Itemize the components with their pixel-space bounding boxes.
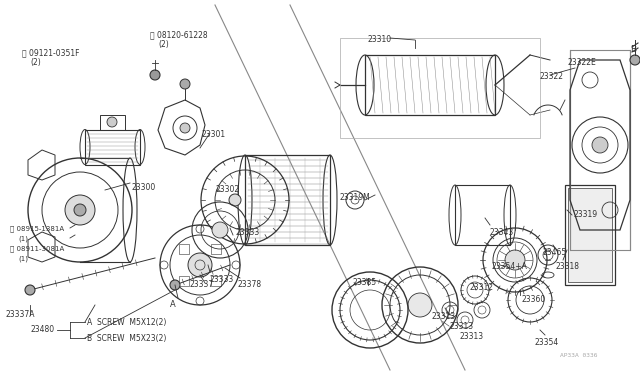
Bar bbox=[455, 185, 510, 245]
Circle shape bbox=[630, 55, 640, 65]
Text: 23354+A: 23354+A bbox=[492, 262, 528, 271]
Bar bbox=[570, 50, 630, 250]
Bar bbox=[179, 244, 189, 254]
Text: 23343: 23343 bbox=[490, 228, 515, 237]
Text: AP33A 0336: AP33A 0336 bbox=[560, 353, 598, 358]
Circle shape bbox=[107, 117, 117, 127]
Text: 23310: 23310 bbox=[368, 35, 392, 44]
Text: A  SCREW  M5X12(2): A SCREW M5X12(2) bbox=[87, 317, 166, 327]
Text: 23480: 23480 bbox=[30, 326, 54, 334]
Circle shape bbox=[74, 204, 86, 216]
Text: 23318: 23318 bbox=[556, 262, 580, 271]
Bar bbox=[85, 130, 140, 165]
Text: A: A bbox=[170, 300, 176, 309]
Circle shape bbox=[65, 195, 95, 225]
Text: 23322E: 23322E bbox=[568, 58, 596, 67]
Text: 23360: 23360 bbox=[522, 295, 547, 304]
Text: Ⓑ 09121-0351F: Ⓑ 09121-0351F bbox=[22, 48, 79, 57]
Text: (1): (1) bbox=[18, 235, 28, 241]
Text: (2): (2) bbox=[30, 58, 41, 67]
Text: 23319M: 23319M bbox=[340, 193, 371, 202]
Circle shape bbox=[229, 194, 241, 206]
Bar bbox=[211, 276, 221, 286]
Text: Ⓝ 08911-3081A: Ⓝ 08911-3081A bbox=[10, 245, 64, 251]
Text: 23378: 23378 bbox=[238, 280, 262, 289]
Bar bbox=[565, 185, 615, 285]
Circle shape bbox=[408, 293, 432, 317]
Text: 23337A: 23337A bbox=[5, 310, 35, 319]
Circle shape bbox=[150, 70, 160, 80]
Text: (2): (2) bbox=[158, 40, 169, 49]
Text: 23313: 23313 bbox=[460, 332, 484, 341]
Text: 23385: 23385 bbox=[353, 278, 377, 287]
Circle shape bbox=[212, 222, 228, 238]
Bar bbox=[211, 244, 221, 254]
Text: B  SCREW  M5X23(2): B SCREW M5X23(2) bbox=[87, 334, 166, 343]
Text: 23312: 23312 bbox=[470, 283, 494, 292]
Bar bbox=[245, 155, 330, 245]
Circle shape bbox=[170, 280, 180, 290]
Text: Ⓑ 08120-61228: Ⓑ 08120-61228 bbox=[150, 30, 207, 39]
Text: Ⓦ 08915-1381A: Ⓦ 08915-1381A bbox=[10, 225, 64, 232]
Bar bbox=[100, 115, 125, 130]
Bar bbox=[365, 55, 495, 115]
Text: 23300: 23300 bbox=[131, 183, 156, 192]
Text: 23313: 23313 bbox=[432, 312, 456, 321]
Text: 23302: 23302 bbox=[215, 185, 239, 194]
Text: 23301: 23301 bbox=[202, 130, 226, 139]
Bar bbox=[568, 188, 612, 282]
Circle shape bbox=[180, 123, 190, 133]
Circle shape bbox=[505, 250, 525, 270]
Text: 23313: 23313 bbox=[450, 322, 474, 331]
Text: 23333: 23333 bbox=[210, 275, 234, 284]
Bar bbox=[179, 276, 189, 286]
Circle shape bbox=[25, 285, 35, 295]
Bar bbox=[340, 38, 540, 138]
Text: 23322: 23322 bbox=[540, 72, 564, 81]
Circle shape bbox=[180, 79, 190, 89]
Text: 23354: 23354 bbox=[535, 338, 559, 347]
Circle shape bbox=[592, 137, 608, 153]
Text: 23319: 23319 bbox=[574, 210, 598, 219]
Text: B: B bbox=[630, 45, 636, 54]
Circle shape bbox=[188, 253, 212, 277]
Text: 23465: 23465 bbox=[543, 248, 567, 257]
Text: 23333: 23333 bbox=[235, 228, 259, 237]
Text: 23337: 23337 bbox=[190, 280, 214, 289]
Text: (1): (1) bbox=[18, 255, 28, 262]
